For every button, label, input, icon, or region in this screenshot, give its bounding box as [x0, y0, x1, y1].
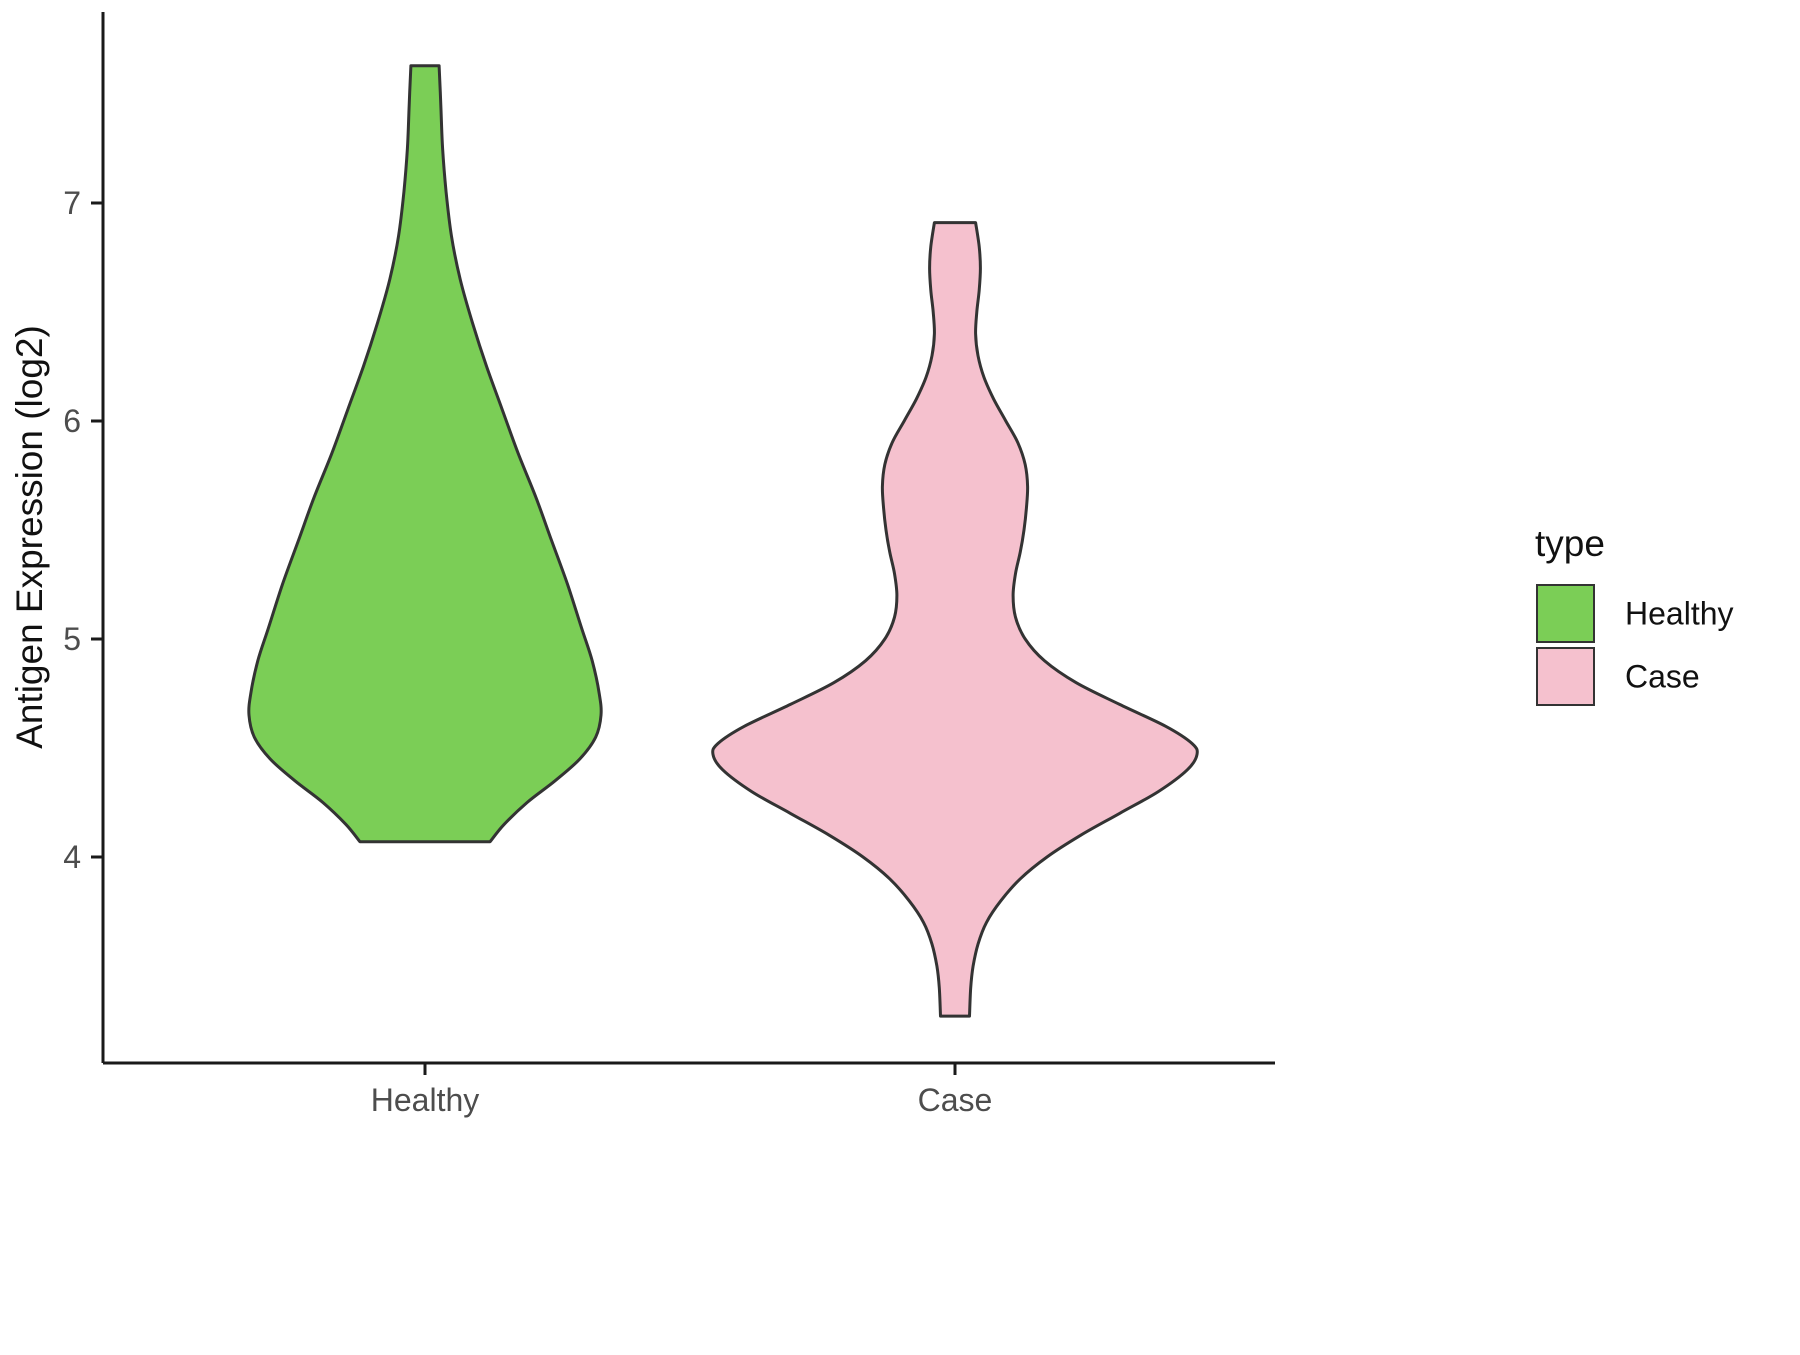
legend-swatch-healthy	[1536, 584, 1595, 643]
legend: type Healthy Case	[1535, 523, 1734, 706]
legend-swatch-case	[1536, 647, 1595, 706]
legend-label-case: Case	[1625, 659, 1700, 695]
axes-group: 4 5 6 7 Healthy Case	[63, 12, 1275, 1118]
y-tick-label: 4	[63, 839, 81, 875]
violin-healthy	[247, 64, 603, 844]
x-category-label: Healthy	[371, 1082, 480, 1118]
y-tick-label: 5	[63, 621, 81, 657]
legend-items: Healthy Case	[1536, 584, 1734, 706]
y-tick-label: 7	[63, 185, 81, 221]
x-category-label: Case	[918, 1082, 993, 1118]
legend-title: type	[1535, 523, 1605, 564]
legend-label-healthy: Healthy	[1625, 596, 1734, 632]
violins-group	[247, 64, 1199, 1018]
violin-case	[711, 221, 1199, 1018]
y-tick-label: 6	[63, 403, 81, 439]
y-axis-title: Antigen Expression (log2)	[9, 325, 50, 749]
